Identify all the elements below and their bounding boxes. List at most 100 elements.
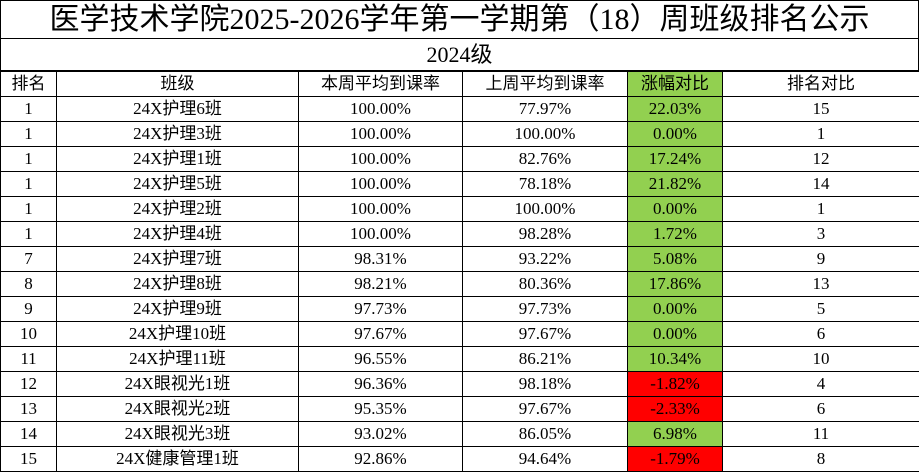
cell-class: 24X护理4班 — [57, 222, 299, 247]
cell-rank: 14 — [1, 422, 57, 447]
cell-rank: 9 — [1, 297, 57, 322]
cell-class: 24X护理8班 — [57, 272, 299, 297]
cell-this-week: 95.35% — [299, 397, 463, 422]
cell-rank-compare: 6 — [723, 397, 919, 422]
cell-change: 17.24% — [628, 147, 723, 172]
page-title: 医学技术学院2025-2026学年第一学期第（18）周班级排名公示 — [0, 1, 919, 39]
cell-class: 24X护理10班 — [57, 322, 299, 347]
cell-last-week: 86.21% — [463, 347, 628, 372]
cell-rank-compare: 8 — [723, 447, 919, 472]
header-change: 涨幅对比 — [628, 72, 723, 97]
cell-this-week: 100.00% — [299, 222, 463, 247]
cell-change: 0.00% — [628, 322, 723, 347]
cell-class: 24X眼视光3班 — [57, 422, 299, 447]
cell-class: 24X眼视光2班 — [57, 397, 299, 422]
cell-rank: 13 — [1, 397, 57, 422]
cell-rank-compare: 5 — [723, 297, 919, 322]
cell-class: 24X护理6班 — [57, 97, 299, 122]
cell-this-week: 97.67% — [299, 322, 463, 347]
cell-change: 21.82% — [628, 172, 723, 197]
cell-class: 24X护理1班 — [57, 147, 299, 172]
cell-class: 24X护理5班 — [57, 172, 299, 197]
cell-this-week: 100.00% — [299, 197, 463, 222]
cell-rank-compare: 14 — [723, 172, 919, 197]
cell-last-week: 97.67% — [463, 322, 628, 347]
cell-change: 17.86% — [628, 272, 723, 297]
header-rank-compare: 排名对比 — [723, 72, 919, 97]
cell-rank-compare: 9 — [723, 247, 919, 272]
cell-change: 22.03% — [628, 97, 723, 122]
cell-change: 1.72% — [628, 222, 723, 247]
cell-last-week: 98.18% — [463, 372, 628, 397]
cell-last-week: 78.18% — [463, 172, 628, 197]
cell-this-week: 100.00% — [299, 172, 463, 197]
cell-rank-compare: 3 — [723, 222, 919, 247]
cell-rank: 11 — [1, 347, 57, 372]
cell-last-week: 97.67% — [463, 397, 628, 422]
cell-this-week: 92.86% — [299, 447, 463, 472]
cell-this-week: 100.00% — [299, 97, 463, 122]
cell-rank-compare: 1 — [723, 122, 919, 147]
cell-change: -1.82% — [628, 372, 723, 397]
cell-rank: 12 — [1, 372, 57, 397]
cell-class: 24X护理2班 — [57, 197, 299, 222]
cell-change: 6.98% — [628, 422, 723, 447]
cell-class: 24X护理7班 — [57, 247, 299, 272]
cell-rank-compare: 4 — [723, 372, 919, 397]
cell-this-week: 96.36% — [299, 372, 463, 397]
cell-class: 24X护理3班 — [57, 122, 299, 147]
cell-change: 10.34% — [628, 347, 723, 372]
cell-last-week: 98.28% — [463, 222, 628, 247]
cell-last-week: 86.05% — [463, 422, 628, 447]
grade-subtitle: 2024级 — [0, 39, 919, 71]
cell-class: 24X健康管理1班 — [57, 447, 299, 472]
cell-rank: 10 — [1, 322, 57, 347]
cell-this-week: 96.55% — [299, 347, 463, 372]
cell-last-week: 94.64% — [463, 447, 628, 472]
cell-rank-compare: 6 — [723, 322, 919, 347]
cell-this-week: 100.00% — [299, 122, 463, 147]
cell-change: 0.00% — [628, 297, 723, 322]
cell-last-week: 100.00% — [463, 122, 628, 147]
cell-change: -1.79% — [628, 447, 723, 472]
cell-this-week: 93.02% — [299, 422, 463, 447]
cell-class: 24X眼视光1班 — [57, 372, 299, 397]
cell-last-week: 77.97% — [463, 97, 628, 122]
cell-this-week: 98.21% — [299, 272, 463, 297]
cell-change: 5.08% — [628, 247, 723, 272]
header-last-week: 上周平均到课率 — [463, 72, 628, 97]
cell-rank: 1 — [1, 122, 57, 147]
cell-last-week: 100.00% — [463, 197, 628, 222]
cell-rank: 1 — [1, 147, 57, 172]
cell-this-week: 100.00% — [299, 147, 463, 172]
cell-change: 0.00% — [628, 122, 723, 147]
cell-rank: 1 — [1, 197, 57, 222]
cell-rank: 1 — [1, 222, 57, 247]
cell-last-week: 82.76% — [463, 147, 628, 172]
cell-rank-compare: 1 — [723, 197, 919, 222]
cell-change: 0.00% — [628, 197, 723, 222]
cell-rank: 1 — [1, 97, 57, 122]
cell-rank-compare: 13 — [723, 272, 919, 297]
cell-rank-compare: 10 — [723, 347, 919, 372]
cell-rank: 7 — [1, 247, 57, 272]
cell-rank-compare: 15 — [723, 97, 919, 122]
cell-rank: 1 — [1, 172, 57, 197]
cell-rank: 15 — [1, 447, 57, 472]
